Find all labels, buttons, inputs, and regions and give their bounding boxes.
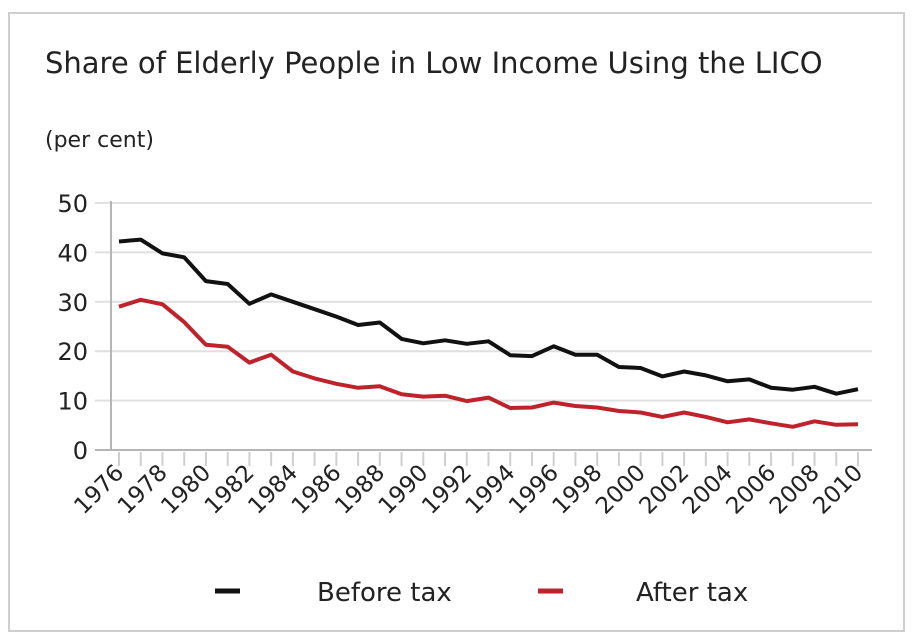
y-tick-label: 10	[57, 388, 88, 416]
series-lines	[118, 237, 859, 429]
x-tick-label: 2006	[722, 460, 782, 520]
chart-frame	[8, 12, 905, 632]
chart-title: Share of Elderly People in Low Income Us…	[45, 46, 823, 80]
y-tick-label: 40	[57, 239, 88, 267]
chart-subtitle: (per cent)	[45, 128, 154, 153]
y-tick-label: 20	[57, 338, 88, 366]
x-tick-label: 1978	[113, 460, 173, 520]
gridlines	[95, 202, 872, 402]
y-tick-label: 50	[57, 190, 88, 218]
x-tick-label: 1980	[156, 460, 216, 520]
legend-label-after-tax: After tax	[636, 578, 748, 608]
x-tick-label: 2004	[678, 460, 738, 520]
y-axis-ticks: 0 10 20 30 40 50	[57, 190, 88, 465]
x-tick-label: 2008	[765, 460, 825, 520]
legend: Before tax After tax	[215, 578, 748, 608]
series-line-after-tax	[118, 297, 859, 429]
x-tick-label: 1982	[200, 460, 260, 520]
axes	[95, 201, 872, 451]
y-tick-label: 30	[57, 289, 88, 317]
x-tick-label: 2010	[808, 460, 868, 520]
x-tick-label: 1992	[417, 460, 477, 520]
x-tick-label: 1986	[287, 460, 347, 520]
series-line-before-tax	[118, 237, 859, 396]
x-tick-label: 1984	[243, 460, 303, 520]
x-tick-label: 1996	[504, 460, 564, 520]
x-tick-label: 2002	[635, 460, 695, 520]
x-axis-ticks: 1976197819801982198419861988199019921994…	[69, 452, 868, 520]
legend-label-before-tax: Before tax	[317, 578, 452, 608]
x-tick-label: 2000	[591, 460, 651, 520]
x-tick-label: 1988	[330, 460, 390, 520]
y-tick-label: 0	[73, 437, 88, 465]
x-tick-label: 1994	[461, 460, 521, 520]
x-tick-label: 1998	[548, 460, 608, 520]
x-tick-label: 1990	[374, 460, 434, 520]
x-tick-label: 1976	[69, 460, 129, 520]
